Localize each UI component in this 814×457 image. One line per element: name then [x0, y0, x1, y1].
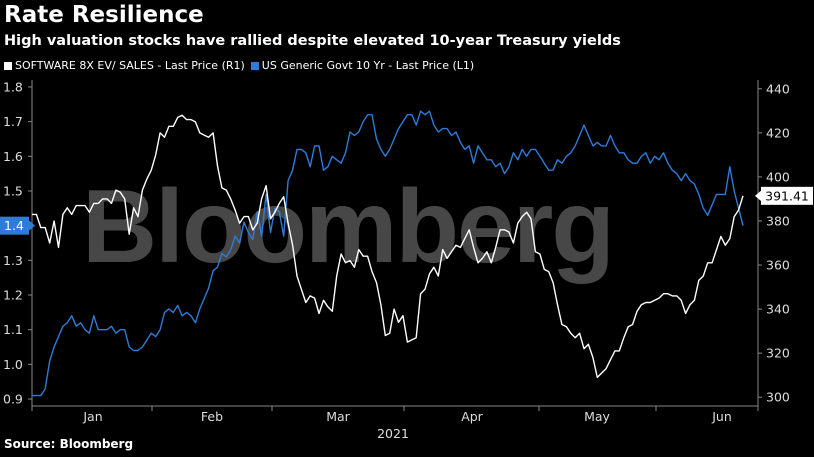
left-tick-label: 0.9: [3, 392, 23, 407]
chart-legend: SOFTWARE 8X EV/ SALES - Last Price (R1) …: [4, 59, 474, 72]
software-ev-sales-line: [32, 114, 744, 379]
x-tick-label: May: [584, 409, 610, 424]
right-tick-label: 340: [766, 302, 790, 317]
chart-title: Rate Resilience: [4, 2, 204, 28]
legend-swatch-treasury: [250, 61, 259, 70]
treasury-last-value-box: [0, 216, 29, 235]
legend-swatch-software: [4, 61, 12, 70]
legend-item-treasury: US Generic Govt 10 Yr - Last Price (L1): [250, 59, 475, 72]
legend-label-software: SOFTWARE 8X EV/ SALES - Last Price (R1): [15, 59, 245, 72]
chart-axes: 0.9 1.0 1.1 1.2 1.3 1.4 1.5 1.6 1.7 1.8 300 320 340 3…: [3, 79, 790, 424]
left-tick-label: 1.0: [3, 357, 23, 372]
x-tick-label: Apr: [461, 409, 483, 424]
right-tick-label: 420: [766, 125, 790, 140]
chart-lines: [32, 110, 744, 397]
left-tick-label: 1.3: [3, 253, 23, 268]
right-tick-label: 360: [766, 258, 790, 273]
left-tick-label: 1.5: [3, 183, 23, 198]
software-last-value-pointer: [755, 189, 762, 202]
right-tick-label: 380: [766, 213, 790, 228]
x-tick-label: Mar: [326, 409, 350, 424]
x-axis-year-label: 2021: [377, 426, 409, 441]
treasury-last-value-pointer: [28, 219, 35, 232]
legend-label-treasury: US Generic Govt 10 Yr - Last Price (L1): [261, 59, 475, 72]
software-last-value-label: 391.41: [765, 188, 809, 203]
left-tick-label: 1.2: [3, 288, 23, 303]
software-last-value-box: [761, 186, 813, 205]
legend-item-software: SOFTWARE 8X EV/ SALES - Last Price (R1): [4, 59, 245, 72]
chart-value-labels: 391.41 1.4: [0, 186, 813, 235]
source-note: Source: Bloomberg: [4, 437, 134, 451]
left-tick-label: 1.6: [3, 149, 23, 164]
x-tick-label: Jan: [82, 409, 102, 424]
right-tick-label: 400: [766, 169, 790, 184]
chart-subtitle: High valuation stocks have rallied despi…: [4, 33, 621, 49]
left-tick-label: 1.7: [3, 114, 23, 129]
left-tick-label: 1.8: [3, 79, 23, 94]
left-tick-label: 1.1: [3, 322, 23, 337]
right-tick-label: 300: [766, 390, 790, 405]
right-tick-label: 440: [766, 81, 790, 96]
treasury-last-value-label: 1.4: [4, 218, 24, 233]
x-tick-label: Feb: [201, 409, 223, 424]
treasury-yield-line: [32, 110, 744, 397]
right-tick-label: 320: [766, 346, 790, 361]
bloomberg-watermark: Bloomberg: [82, 169, 613, 285]
x-tick-label: Jun: [711, 409, 732, 424]
